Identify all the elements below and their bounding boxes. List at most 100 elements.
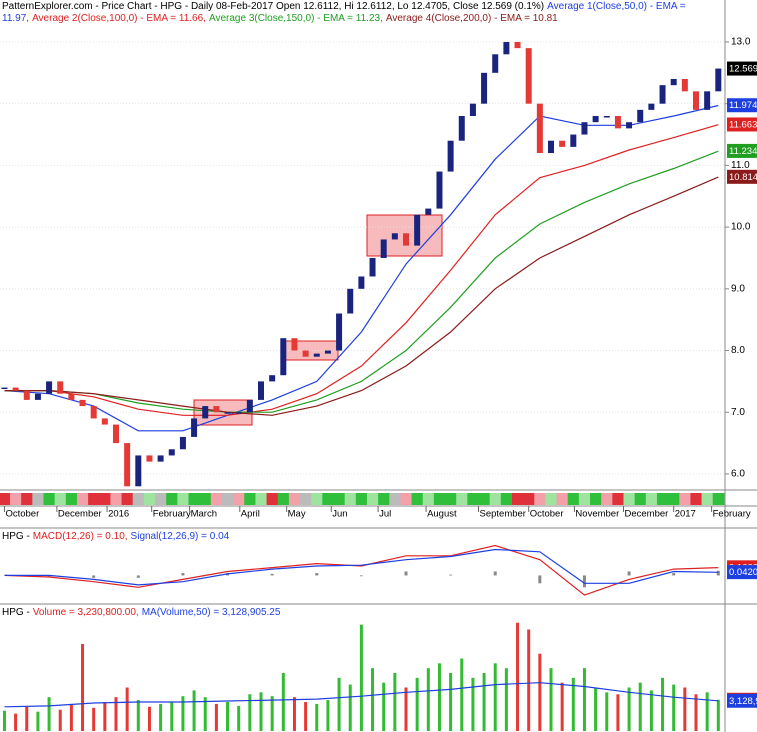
volume-bar bbox=[538, 653, 542, 731]
volume-ma-line bbox=[4, 682, 719, 708]
candle bbox=[458, 116, 465, 141]
candle bbox=[492, 54, 499, 73]
signal-strip bbox=[0, 493, 11, 505]
signal-strip bbox=[389, 493, 401, 505]
signal-strip bbox=[54, 493, 67, 505]
volume-bar bbox=[404, 687, 408, 731]
legend-entry: Average 2(Close,100,0) - EMA = 11.66, bbox=[32, 13, 206, 24]
signal-strip bbox=[467, 493, 479, 505]
x-tick-label: February bbox=[153, 509, 191, 520]
y-tick-label: 10.0 bbox=[731, 222, 751, 233]
volume-bar bbox=[170, 702, 174, 731]
price-tag: 12.569 bbox=[729, 64, 757, 75]
price-tag-box bbox=[727, 565, 757, 580]
candle bbox=[659, 85, 666, 104]
x-tick-label: November bbox=[575, 509, 619, 520]
signal-strip bbox=[545, 493, 558, 505]
volume-bar bbox=[594, 687, 598, 731]
candle bbox=[1, 387, 8, 390]
signal-strip bbox=[132, 493, 145, 505]
header-title: HPG - bbox=[2, 531, 30, 542]
signal-strip bbox=[623, 493, 636, 505]
volume-bar bbox=[81, 644, 85, 731]
volume-bar bbox=[649, 690, 653, 731]
candle bbox=[191, 418, 198, 437]
histogram-bar bbox=[92, 575, 96, 578]
candle bbox=[447, 140, 454, 172]
signal-strip bbox=[88, 493, 100, 505]
volume-bar bbox=[192, 690, 196, 731]
volume-bar bbox=[304, 702, 308, 731]
price-tag-box bbox=[727, 169, 757, 184]
signal-strip bbox=[422, 493, 435, 505]
price-tag-box bbox=[727, 61, 757, 76]
candle bbox=[302, 350, 309, 357]
x-tick-label: March bbox=[191, 509, 217, 520]
price-tag: 11.6633 bbox=[729, 119, 757, 130]
signal-strip bbox=[668, 493, 680, 505]
x-tick-label: February bbox=[713, 509, 751, 520]
y-tick-label: 13.0 bbox=[731, 37, 751, 48]
candle bbox=[124, 443, 131, 487]
volume-bar bbox=[326, 700, 330, 731]
signal-strip bbox=[556, 493, 569, 505]
candle bbox=[224, 412, 231, 414]
volume-bar bbox=[627, 687, 631, 731]
candle bbox=[536, 103, 543, 154]
signal-strip bbox=[233, 493, 245, 505]
volume-bar bbox=[259, 692, 263, 731]
volume-bar bbox=[426, 668, 430, 731]
macd-line bbox=[4, 548, 719, 586]
volume-bar bbox=[270, 696, 274, 731]
volume-bar bbox=[181, 696, 185, 731]
candle bbox=[548, 140, 554, 154]
moving-average-line bbox=[4, 150, 719, 413]
signal-strip bbox=[210, 493, 223, 505]
volume-bar bbox=[58, 709, 62, 731]
signal-strip bbox=[690, 493, 703, 505]
volume-bar bbox=[159, 703, 163, 731]
signal-strip bbox=[679, 493, 691, 505]
x-tick-label: October bbox=[530, 509, 564, 520]
price-tag: 0.04200 bbox=[729, 567, 757, 578]
signal-strip bbox=[21, 493, 33, 505]
x-tick-label: August bbox=[427, 509, 457, 520]
y-tick-label: 9.0 bbox=[731, 283, 745, 294]
candle bbox=[336, 313, 343, 351]
candle bbox=[146, 455, 153, 462]
histogram-bar bbox=[359, 575, 363, 577]
x-tick-label: December bbox=[58, 509, 102, 520]
signal-strip bbox=[155, 493, 167, 505]
candle bbox=[514, 41, 521, 49]
moving-average-line bbox=[4, 176, 719, 416]
signal-strip bbox=[99, 493, 111, 505]
signal-strip bbox=[266, 493, 279, 505]
candle bbox=[202, 406, 209, 419]
volume-bar bbox=[114, 697, 118, 731]
volume-bar bbox=[226, 702, 230, 731]
volume-bar bbox=[571, 677, 575, 731]
moving-average-line bbox=[4, 124, 719, 416]
signal-strip bbox=[110, 493, 123, 505]
candle bbox=[436, 171, 443, 209]
volume-bar bbox=[237, 705, 241, 731]
volume-bar bbox=[136, 700, 140, 731]
histogram-bar bbox=[315, 573, 319, 576]
histogram-bar bbox=[449, 574, 453, 576]
legend-entry: MA(Volume,50) = 3,128,905.25 bbox=[141, 607, 281, 618]
volume-bar bbox=[2, 710, 6, 731]
candle bbox=[157, 455, 164, 462]
volume-bar bbox=[705, 692, 709, 731]
volume-bar bbox=[47, 697, 51, 731]
signal-strip bbox=[121, 493, 134, 505]
volume-bar bbox=[292, 697, 296, 731]
volume-bar bbox=[527, 629, 531, 731]
histogram-bar bbox=[716, 570, 720, 576]
volume-bar bbox=[315, 703, 319, 731]
signal-strip bbox=[489, 493, 502, 505]
histogram-bar bbox=[538, 575, 542, 584]
signal-strip bbox=[378, 493, 390, 505]
volume-bar bbox=[25, 706, 29, 731]
candle bbox=[135, 455, 142, 487]
volume-bar bbox=[694, 694, 698, 731]
